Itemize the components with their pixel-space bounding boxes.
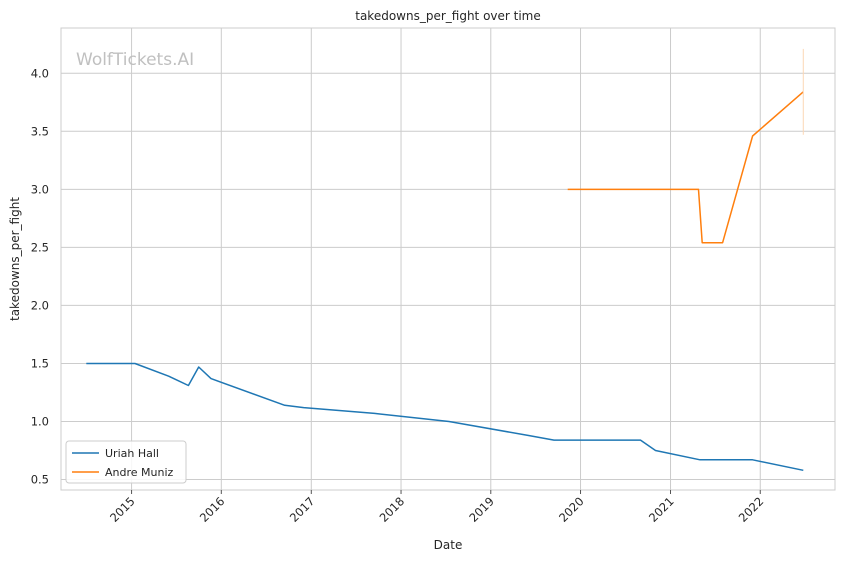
y-tick-label: 1.5 xyxy=(31,356,49,370)
x-axis-ticks: 2015 2016 2017 2018 2019 2020 2021 2022 xyxy=(107,490,766,525)
series-layer xyxy=(86,48,804,472)
y-tick-label: 2.5 xyxy=(31,240,49,254)
y-tick-label: 1.0 xyxy=(31,415,49,429)
x-tick-label: 2016 xyxy=(197,494,228,525)
series-line-uriah-hall xyxy=(86,362,804,472)
series-line-andre-muniz xyxy=(567,91,804,244)
y-axis-ticks: 0.5 1.0 1.5 2.0 2.5 3.0 3.5 4.0 xyxy=(31,66,49,486)
x-tick-label: 2018 xyxy=(377,494,408,525)
legend-label-uriah-hall: Uriah Hall xyxy=(105,447,159,460)
x-tick-label: 2017 xyxy=(287,494,318,525)
y-tick-label: 0.5 xyxy=(31,473,49,487)
y-tick-label: 3.5 xyxy=(31,124,49,138)
y-tick-label: 4.0 xyxy=(31,66,49,80)
x-axis-label: Date xyxy=(434,538,463,552)
y-tick-label: 2.0 xyxy=(31,298,49,312)
watermark: WolfTickets.AI xyxy=(76,50,194,70)
x-tick-label: 2019 xyxy=(466,494,497,525)
chart-title: takedowns_per_fight over time xyxy=(355,9,541,23)
x-tick-label: 2022 xyxy=(736,494,767,525)
x-tick-label: 2020 xyxy=(556,494,587,525)
x-tick-label: 2015 xyxy=(107,494,138,525)
plot-frame xyxy=(60,27,836,491)
x-tick-label: 2021 xyxy=(646,494,677,525)
grid xyxy=(61,28,835,490)
legend: Uriah Hall Andre Muniz xyxy=(65,440,187,484)
y-tick-label: 3.0 xyxy=(31,182,49,196)
legend-label-andre-muniz: Andre Muniz xyxy=(105,466,174,479)
y-axis-label: takedowns_per_fight xyxy=(8,197,22,321)
